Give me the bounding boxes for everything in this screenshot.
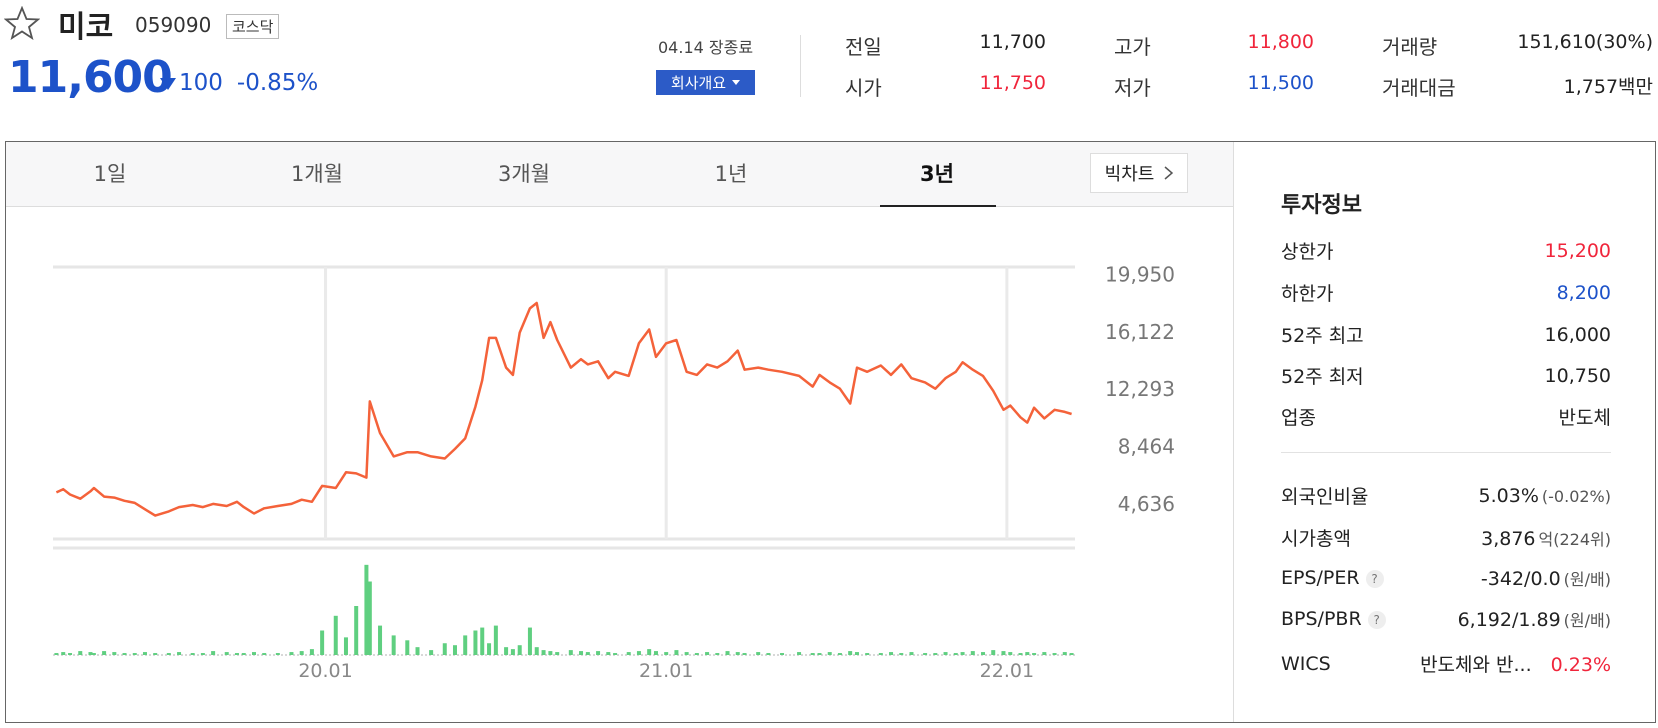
info-label-wrap: BPS/PBR? bbox=[1281, 608, 1386, 630]
info-row: WICS 반도체와 반... 0.23% bbox=[1281, 650, 1611, 677]
price-change: 100 -0.85% bbox=[160, 70, 318, 96]
info-value-wrap: 10,750 bbox=[1545, 365, 1611, 387]
stock-code: 059090 bbox=[135, 13, 212, 37]
info-value: 3,876 bbox=[1481, 527, 1536, 550]
info-value: 16,000 bbox=[1544, 323, 1611, 346]
divider bbox=[800, 35, 801, 97]
info-change: 0.23% bbox=[1550, 654, 1611, 676]
info-label-wrap: 하한가 bbox=[1281, 279, 1333, 306]
info-label: 52주 최저 bbox=[1281, 366, 1364, 388]
info-value-wrap: 반도체 bbox=[1559, 403, 1611, 430]
help-icon: ? bbox=[1367, 610, 1386, 629]
info-value-wrap: 반도체와 반... 0.23% bbox=[1420, 650, 1611, 677]
info-label-wrap: EPS/PER? bbox=[1281, 567, 1384, 589]
stock-name: 미코 bbox=[58, 10, 114, 45]
stat-label: 시가 bbox=[845, 76, 882, 100]
stat-value: 11,800 bbox=[1247, 31, 1314, 53]
change-rate: -0.85% bbox=[236, 70, 319, 96]
info-value: 6,192/1.89 bbox=[1457, 609, 1561, 631]
caret bbox=[732, 80, 741, 85]
info-label-wrap: 상한가 bbox=[1281, 237, 1333, 264]
chart-box bbox=[5, 141, 1656, 723]
button-label: 회사개요 bbox=[670, 74, 727, 92]
period-tab[interactable]: 1년 bbox=[714, 162, 748, 186]
info-row: 외국인비율 5.03% (-0.02%) bbox=[1281, 482, 1611, 509]
info-row: 52주 최고 16,000 bbox=[1281, 321, 1611, 348]
info-row: EPS/PER? -342/0.0 (원/배) bbox=[1281, 566, 1611, 590]
info-value: 8,200 bbox=[1556, 281, 1611, 304]
info-value-wrap: -342/0.0 (원/배) bbox=[1481, 566, 1611, 590]
info-label: 외국인비율 bbox=[1281, 486, 1369, 508]
info-note: (-0.02%) bbox=[1541, 486, 1611, 506]
info-title: 투자정보 bbox=[1281, 193, 1362, 218]
big-chart-button[interactable]: 빅차트 bbox=[1090, 153, 1188, 193]
info-divider bbox=[1281, 452, 1611, 453]
period-tab[interactable]: 3년 bbox=[920, 162, 954, 186]
stat-value: 11,700 bbox=[979, 31, 1046, 53]
period-tab[interactable]: 1일 bbox=[93, 162, 127, 186]
info-label-wrap: 시가총액 bbox=[1281, 524, 1351, 551]
period-tab[interactable]: 1개월 bbox=[290, 162, 344, 186]
info-value-wrap: 8,200 bbox=[1557, 282, 1611, 304]
info-row: 52주 최저 10,750 bbox=[1281, 362, 1611, 389]
info-label: WICS bbox=[1281, 652, 1331, 675]
stat-value: 151,610(30%) bbox=[1517, 31, 1653, 53]
period-tab[interactable]: 3개월 bbox=[497, 162, 551, 186]
info-value: 반도체와 반... bbox=[1420, 654, 1532, 676]
panel-divider bbox=[1233, 142, 1234, 722]
info-note: (원/배) bbox=[1563, 611, 1611, 630]
info-label-wrap: 52주 최고 bbox=[1281, 321, 1364, 348]
info-value-wrap: 15,200 bbox=[1545, 240, 1611, 262]
info-row: 하한가 8,200 bbox=[1281, 279, 1611, 306]
stat-label: 고가 bbox=[1114, 35, 1151, 59]
info-label: EPS/PER bbox=[1281, 567, 1360, 589]
stat-label: 전일 bbox=[845, 35, 882, 59]
info-value: 10,750 bbox=[1544, 364, 1611, 387]
stat-value: 1,757백만 bbox=[1563, 76, 1653, 98]
info-label-wrap: 52주 최저 bbox=[1281, 362, 1364, 389]
info-value: 15,200 bbox=[1544, 239, 1611, 262]
stat-value: 11,750 bbox=[979, 72, 1046, 94]
info-value: 5.03% bbox=[1478, 484, 1539, 507]
stat-label: 거래대금 bbox=[1382, 76, 1456, 100]
button-label: 빅차트 bbox=[1104, 164, 1155, 185]
info-row: BPS/PBR? 6,192/1.89 (원/배) bbox=[1281, 607, 1611, 631]
info-value-wrap: 3,876 억(224위) bbox=[1481, 526, 1611, 550]
info-label: 52주 최고 bbox=[1281, 325, 1364, 347]
stat-label: 저가 bbox=[1114, 76, 1151, 100]
info-row: 업종 반도체 bbox=[1281, 403, 1611, 430]
info-label: 업종 bbox=[1281, 407, 1316, 429]
current-price: 11,600 bbox=[8, 52, 173, 103]
market-tag: 코스닥 bbox=[226, 14, 280, 39]
info-value-wrap: 16,000 bbox=[1545, 324, 1611, 346]
company-overview-button[interactable]: 회사개요 bbox=[656, 70, 755, 95]
help-icon: ? bbox=[1365, 569, 1384, 588]
info-value: 반도체 bbox=[1558, 407, 1611, 429]
down-arrow bbox=[160, 78, 176, 90]
info-row: 상한가 15,200 bbox=[1281, 237, 1611, 264]
info-note: (원/배) bbox=[1563, 570, 1611, 589]
info-label-wrap: 업종 bbox=[1281, 403, 1316, 430]
info-label-wrap: 외국인비율 bbox=[1281, 482, 1368, 509]
market-status: 04.14 장종료 bbox=[658, 38, 754, 57]
info-label: 하한가 bbox=[1281, 283, 1334, 305]
info-label: BPS/PBR bbox=[1281, 608, 1362, 630]
info-value-wrap: 5.03% (-0.02%) bbox=[1479, 485, 1611, 507]
info-value: -342/0.0 bbox=[1480, 568, 1561, 590]
info-label: 시가총액 bbox=[1281, 528, 1351, 550]
active-tab-underline bbox=[880, 205, 996, 207]
chevron bbox=[1164, 166, 1174, 180]
favorite-star[interactable] bbox=[4, 6, 40, 40]
stat-label: 거래량 bbox=[1382, 35, 1438, 59]
info-value-wrap: 6,192/1.89 (원/배) bbox=[1458, 607, 1611, 631]
info-row: 시가총액 3,876 억(224위) bbox=[1281, 524, 1611, 551]
stat-value: 11,500 bbox=[1247, 72, 1314, 94]
info-note: 억(224위) bbox=[1538, 529, 1611, 549]
info-label-wrap: WICS bbox=[1281, 653, 1331, 675]
tab-bar bbox=[6, 142, 1233, 207]
info-label: 상한가 bbox=[1281, 241, 1334, 263]
change-amount: 100 bbox=[179, 70, 223, 96]
